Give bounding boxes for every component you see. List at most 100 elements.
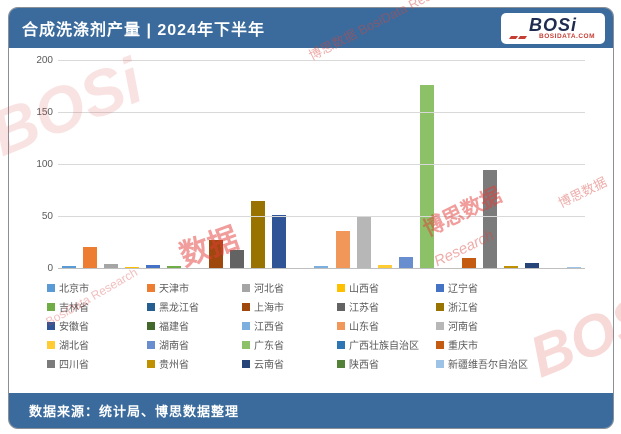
legend-swatch-icon	[436, 340, 444, 349]
bar-slot	[416, 61, 437, 269]
bar-slot	[501, 61, 522, 269]
legend-swatch-icon	[147, 302, 155, 311]
legend-swatch-icon	[337, 302, 345, 311]
y-axis-tick-0: 0	[47, 263, 53, 274]
legend-label: 福建省	[159, 322, 189, 333]
plot-area	[58, 60, 585, 269]
gridline-200	[58, 60, 585, 61]
bar-slot	[248, 61, 269, 269]
legend-item-四川省: 四川省	[47, 356, 147, 371]
bar-河北省	[103, 263, 118, 269]
bar-天津市	[82, 247, 97, 269]
legend-swatch-icon	[242, 321, 250, 330]
bar-四川省	[483, 170, 498, 269]
legend-label: 浙江省	[448, 303, 478, 314]
legend-swatch-icon	[242, 340, 250, 349]
legend-label: 陕西省	[349, 360, 379, 371]
legend-swatch-icon	[147, 283, 155, 292]
bar-slot	[543, 61, 564, 269]
bar-slot	[121, 61, 142, 269]
bar-广东省	[419, 84, 434, 269]
data-source-text: 数据来源：统计局、博思数据整理	[29, 404, 240, 419]
legend-item-河南省: 河南省	[436, 318, 599, 333]
bosi-logo: BOSi BOSIDATA.COM	[501, 12, 605, 44]
legend-swatch-icon	[47, 283, 55, 292]
legend-swatch-icon	[242, 359, 250, 368]
bar-slot	[269, 61, 290, 269]
legend-swatch-icon	[47, 359, 55, 368]
bar-slot	[227, 61, 248, 269]
legend-item-福建省: 福建省	[147, 318, 242, 333]
legend-label: 山西省	[349, 284, 379, 295]
gridline-150	[58, 112, 585, 113]
legend-label: 辽宁省	[448, 284, 478, 295]
legend-label: 北京市	[59, 284, 89, 295]
bar-slot	[184, 61, 205, 269]
logo-brand-text: BOSi	[528, 14, 577, 35]
bar-云南省	[525, 262, 540, 269]
bar-slot	[311, 61, 332, 269]
y-axis-tick-150: 150	[36, 107, 53, 118]
legend-item-湖北省: 湖北省	[47, 337, 147, 352]
legend-swatch-icon	[147, 359, 155, 368]
legend-label: 广东省	[254, 341, 284, 352]
legend-swatch-icon	[337, 359, 345, 368]
legend-swatch-icon	[436, 359, 444, 368]
legend-item-北京市: 北京市	[47, 280, 147, 295]
legend-item-广东省: 广东省	[242, 337, 337, 352]
legend-item-江苏省: 江苏省	[337, 299, 436, 314]
bar-slot	[100, 61, 121, 269]
bar-江西省	[314, 265, 329, 269]
legend-label: 湖南省	[159, 341, 189, 352]
legend-label: 上海市	[254, 303, 284, 314]
legend-swatch-icon	[337, 321, 345, 330]
legend-label: 广西壮族自治区	[349, 341, 419, 352]
bar-辽宁省	[145, 264, 160, 269]
y-axis-tick-100: 100	[36, 159, 53, 170]
legend-swatch-icon	[436, 283, 444, 292]
bar-新疆维吾尔自治区	[567, 266, 582, 269]
bar-slot	[206, 61, 227, 269]
gridline-100	[58, 164, 585, 165]
logo-domain-text: BOSIDATA.COM	[539, 32, 595, 40]
legend-item-上海市: 上海市	[242, 299, 337, 314]
bar-slot	[142, 61, 163, 269]
legend-item-重庆市: 重庆市	[436, 337, 599, 352]
legend-swatch-icon	[47, 340, 55, 349]
legend-label: 湖北省	[59, 341, 89, 352]
bar-slot	[58, 61, 79, 269]
y-axis-tick-50: 50	[41, 211, 53, 222]
legend-item-黑龙江省: 黑龙江省	[147, 299, 242, 314]
legend-label: 新疆维吾尔自治区	[448, 360, 528, 371]
legend-label: 山东省	[349, 322, 379, 333]
legend-label: 重庆市	[448, 341, 478, 352]
legend-item-浙江省: 浙江省	[436, 299, 599, 314]
bar-山东省	[335, 230, 350, 269]
legend-label: 贵州省	[159, 360, 189, 371]
chart-footer: 数据来源：统计局、博思数据整理	[9, 393, 613, 428]
bar-重庆市	[462, 257, 477, 269]
bar-series	[58, 61, 585, 269]
legend-swatch-icon	[147, 340, 155, 349]
bar-slot	[353, 61, 374, 269]
legend-item-广西壮族自治区: 广西壮族自治区	[337, 337, 436, 352]
legend-label: 江西省	[254, 322, 284, 333]
bar-slot	[332, 61, 353, 269]
legend-swatch-icon	[337, 340, 345, 349]
legend-item-山西省: 山西省	[337, 280, 436, 295]
bar-slot	[163, 61, 184, 269]
legend-swatch-icon	[242, 302, 250, 311]
gridline-0	[58, 268, 585, 269]
bar-slot	[458, 61, 479, 269]
legend-label: 黑龙江省	[159, 303, 199, 314]
legend-label: 安徽省	[59, 322, 89, 333]
legend-item-辽宁省: 辽宁省	[436, 280, 599, 295]
legend-swatch-icon	[337, 283, 345, 292]
legend-swatch-icon	[47, 302, 55, 311]
legend-item-新疆维吾尔自治区: 新疆维吾尔自治区	[436, 356, 599, 371]
legend-label: 吉林省	[59, 303, 89, 314]
legend-item-吉林省: 吉林省	[47, 299, 147, 314]
bar-上海市	[209, 239, 224, 269]
legend-item-湖南省: 湖南省	[147, 337, 242, 352]
legend-swatch-icon	[47, 321, 55, 330]
